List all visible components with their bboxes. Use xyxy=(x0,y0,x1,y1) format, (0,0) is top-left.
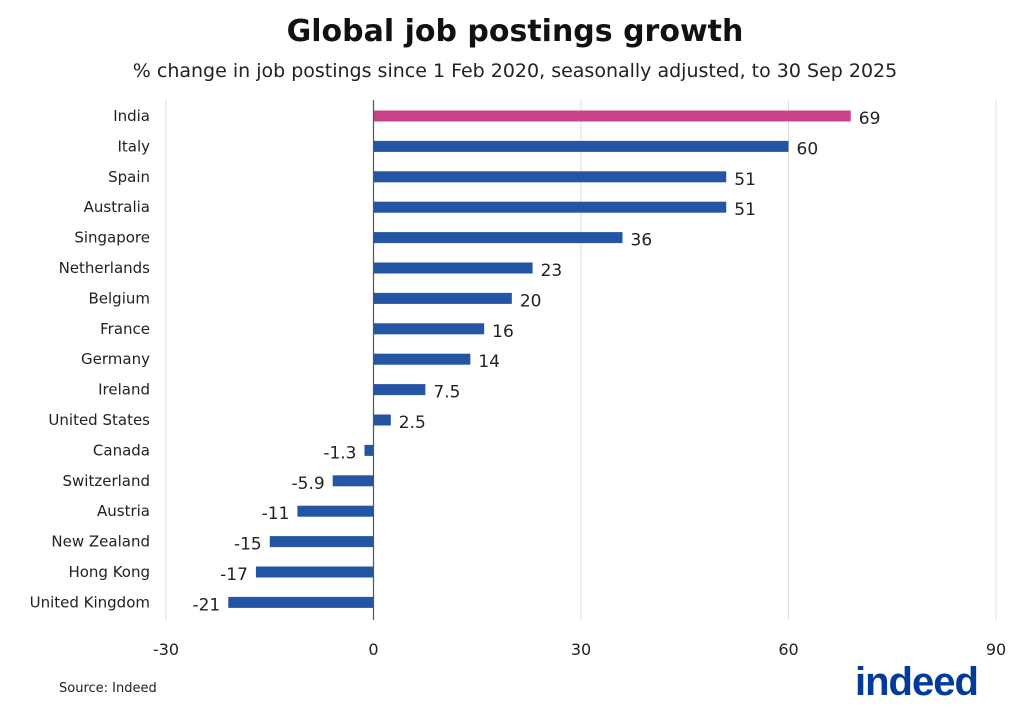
bar xyxy=(373,110,851,122)
data-label: 23 xyxy=(541,261,563,281)
data-label: 14 xyxy=(478,352,500,372)
data-label: -21 xyxy=(192,595,220,615)
indeed-logo: indeed xyxy=(855,660,979,704)
category-label: Italy xyxy=(117,137,150,155)
chart-title: Global job postings growth xyxy=(286,14,744,49)
data-label: 69 xyxy=(859,109,881,129)
bar xyxy=(373,292,512,304)
x-tick-label: -30 xyxy=(153,640,179,659)
category-label: Australia xyxy=(84,198,150,216)
category-label: United States xyxy=(48,411,150,429)
data-label: -11 xyxy=(262,504,290,524)
bar xyxy=(373,323,485,335)
bar xyxy=(269,536,374,548)
data-label: 7.5 xyxy=(433,383,460,403)
bar xyxy=(332,475,374,487)
data-label: -1.3 xyxy=(323,443,356,463)
bar xyxy=(373,171,727,183)
data-label: 51 xyxy=(734,200,756,220)
x-tick-label: 60 xyxy=(778,640,798,659)
category-label: Spain xyxy=(108,168,150,186)
category-label: Switzerland xyxy=(63,472,151,490)
source-note: Source: Indeed xyxy=(59,681,157,696)
category-label: United Kingdom xyxy=(30,593,150,611)
data-label: 16 xyxy=(492,322,514,342)
category-label: India xyxy=(113,107,150,125)
data-label: 51 xyxy=(734,170,756,190)
bar xyxy=(364,444,374,456)
x-tick-label: 90 xyxy=(986,640,1006,659)
bar xyxy=(255,566,374,578)
category-label: Belgium xyxy=(89,289,151,307)
bar xyxy=(228,596,374,608)
chart-subtitle: % change in job postings since 1 Feb 202… xyxy=(132,60,898,82)
data-label: 36 xyxy=(631,231,653,251)
x-tick-label: 30 xyxy=(571,640,591,659)
category-label: Canada xyxy=(93,441,150,459)
bar xyxy=(373,262,533,274)
bar xyxy=(373,232,623,244)
category-label: Hong Kong xyxy=(68,563,150,581)
bar xyxy=(373,384,426,396)
bar xyxy=(373,201,727,213)
bar xyxy=(373,140,789,152)
category-label: Ireland xyxy=(98,381,150,399)
category-label: Singapore xyxy=(74,229,150,247)
x-tick-label: 0 xyxy=(368,640,378,659)
category-label: New Zealand xyxy=(51,533,150,551)
data-label: -17 xyxy=(220,565,248,585)
category-label: Netherlands xyxy=(59,259,151,277)
category-label: France xyxy=(100,320,150,338)
data-label: 20 xyxy=(520,291,542,311)
bar xyxy=(373,414,391,426)
category-label: Germany xyxy=(81,350,150,368)
category-label: Austria xyxy=(97,502,150,520)
data-label: -15 xyxy=(234,535,262,555)
data-label: 2.5 xyxy=(399,413,426,433)
bar xyxy=(297,505,374,517)
data-label: 60 xyxy=(797,139,819,159)
bar xyxy=(373,353,471,365)
data-label: -5.9 xyxy=(292,474,325,494)
